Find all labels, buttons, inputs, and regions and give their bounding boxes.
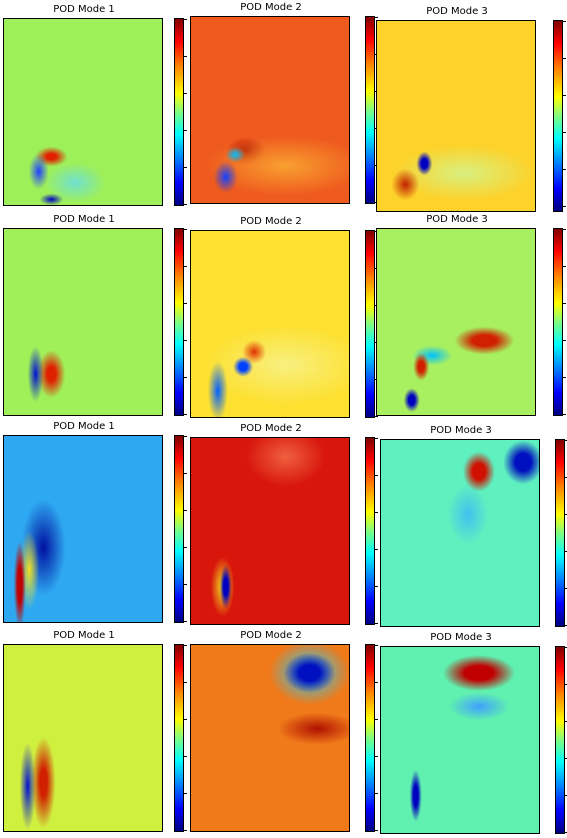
panel-title: POD Mode 2 [240, 423, 302, 434]
colorbar [174, 435, 187, 623]
colorbar [174, 18, 187, 206]
mode-image [376, 20, 536, 212]
panel-title: POD Mode 2 [240, 2, 302, 13]
mode-image [190, 16, 350, 204]
panel-title: POD Mode 3 [430, 425, 492, 436]
colorbar [365, 230, 378, 418]
mode-image [190, 230, 350, 418]
colorbar [553, 228, 566, 416]
mode-image [3, 644, 163, 832]
mode-image [376, 228, 536, 416]
panel-title: POD Mode 1 [53, 214, 115, 225]
panel-title: POD Mode 1 [53, 630, 115, 641]
panel-title: POD Mode 3 [426, 214, 488, 225]
colorbar [174, 228, 187, 416]
colorbar [365, 644, 378, 832]
mode-image [3, 228, 163, 416]
panel-title: POD Mode 3 [430, 632, 492, 643]
panel-title: POD Mode 1 [53, 4, 115, 15]
colorbar [553, 20, 566, 212]
mode-image [380, 646, 540, 834]
colorbar [365, 16, 378, 204]
mode-image [190, 437, 350, 625]
panel-title: POD Mode 2 [240, 630, 302, 641]
mode-image [3, 435, 163, 623]
colorbar [365, 437, 378, 625]
colorbar [555, 646, 567, 834]
panel-title: POD Mode 2 [240, 216, 302, 227]
mode-image [3, 18, 163, 206]
panel-title: POD Mode 3 [426, 6, 488, 17]
panel-title: POD Mode 1 [53, 421, 115, 432]
mode-image [190, 644, 350, 832]
mode-image [380, 439, 540, 627]
colorbar [174, 644, 187, 832]
colorbar [555, 439, 567, 627]
